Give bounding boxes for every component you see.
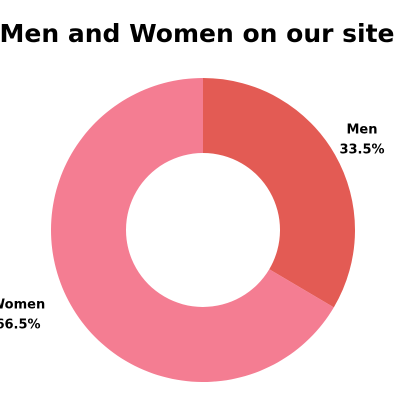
slice-label: Men <box>346 123 377 138</box>
donut-slice <box>51 78 334 382</box>
donut-slice <box>203 78 355 308</box>
slice-value-label: 33.5% <box>339 143 384 158</box>
slice-label: Women <box>0 298 45 313</box>
chart-title: Men and Women on our site <box>0 19 395 48</box>
slice-value-label: 66.5% <box>0 318 41 333</box>
